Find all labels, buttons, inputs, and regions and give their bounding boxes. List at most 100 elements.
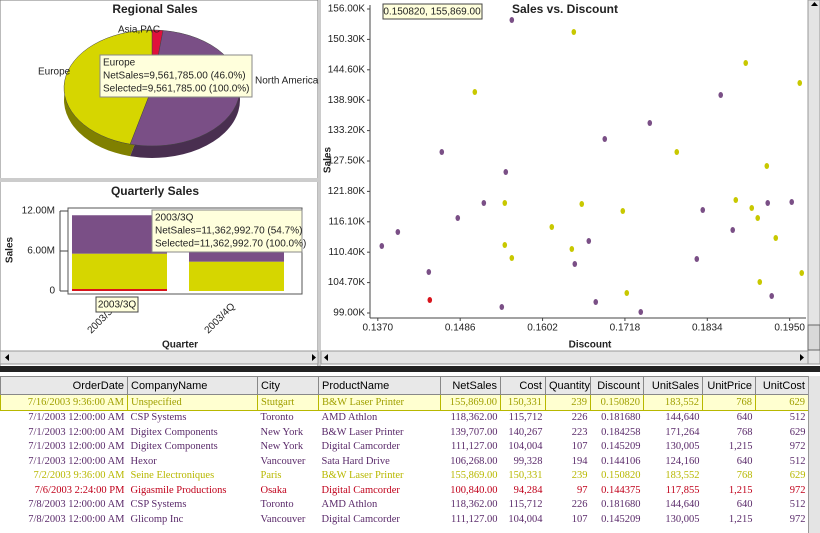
tooltip [382, 3, 483, 20]
x-tick-label: 0.1602 [527, 323, 558, 334]
scrollbar[interactable] [0, 350, 319, 365]
scatter-point [571, 28, 577, 35]
splitter [0, 178, 318, 182]
table-cell: 0.144106 [601, 455, 641, 467]
bar-segment [189, 261, 284, 291]
table-cell: 239 [571, 470, 588, 482]
table-cell: 155,869.00 [440, 394, 501, 411]
table-row[interactable]: 7/1/2003 12:00:00 AM Digitex Components Ne… [1, 425, 809, 440]
column-header[interactable]: Discount [590, 376, 644, 395]
scatter-point [647, 119, 653, 126]
scatter-point [379, 242, 385, 249]
table-cell: Toronto [260, 412, 294, 424]
table-cell: 144,640 [665, 412, 700, 424]
scatter-point [799, 269, 805, 276]
table-cell: 171,264 [665, 426, 700, 438]
table-cell: CSP Systems [130, 499, 187, 511]
bar-segment [72, 215, 167, 254]
scatter-point [499, 303, 505, 310]
column-header[interactable]: UnitSales [643, 376, 703, 395]
tooltip-text: Selected=11,362,992.70 (100.0%) [155, 239, 306, 250]
column-header[interactable]: UnitPrice [702, 376, 756, 395]
chart-title: Quarterly Sales [111, 184, 199, 198]
table-row[interactable]: 7/16/2003 9:36:00 AM Unspecified Stutgart B… [0, 394, 809, 411]
scatter-point [472, 88, 478, 95]
scatter-point [624, 289, 630, 296]
bar-segment [72, 253, 167, 289]
scatter-point [602, 135, 608, 142]
table-cell: 115,712 [508, 412, 543, 424]
table-cell: 1,215 [728, 484, 753, 496]
table-cell: 7/1/2003 12:00:00 AM [28, 441, 125, 453]
table-cell: New York [260, 441, 304, 453]
table-cell: Toronto [260, 499, 294, 511]
scatter-point [579, 200, 585, 207]
column-header[interactable]: NetSales [440, 376, 501, 395]
table-cell: 99,328 [513, 455, 543, 467]
x-axis-title: Discount [569, 340, 612, 351]
table-cell: 239 [545, 394, 591, 411]
table-row[interactable]: 7/1/2003 12:00:00 AM Digitex Components Ne… [1, 440, 809, 455]
y-tick-label: 144.60K [328, 64, 366, 75]
table-cell: 7/8/2003 12:00:00 AM [28, 513, 125, 525]
table-cell: 629 [789, 426, 806, 438]
table-cell: Digital Camcorder [321, 484, 400, 496]
table-cell: AMD Athlon [321, 499, 378, 511]
scroll-arrow[interactable] [3, 354, 9, 361]
chart-title: Regional Sales [112, 2, 198, 16]
charts: Regional Sales Asia,PAC North America Europ… [0, 0, 820, 372]
scrollbar[interactable] [807, 0, 820, 365]
table-cell: 0.145209 [601, 513, 641, 525]
table-cell: 7/16/2003 9:36:00 AM [0, 394, 128, 411]
scatter-point [797, 79, 803, 86]
scatter-point [749, 204, 755, 211]
scatter-point [586, 237, 592, 244]
splitter [0, 366, 820, 372]
table-cell: 183,552 [643, 394, 703, 411]
y-tick-label: 104.70K [328, 277, 366, 288]
y-tick-label: 156.00K [328, 4, 366, 15]
table-cell: 194 [571, 455, 588, 467]
table-cell: 144,640 [665, 499, 700, 511]
column-header[interactable]: UnitCost [755, 376, 809, 395]
column-header[interactable]: City [257, 376, 319, 395]
table-cell: 7/8/2003 12:00:00 AM [28, 499, 125, 511]
column-header[interactable]: Quantity [545, 376, 591, 395]
column-header[interactable]: Cost [500, 376, 546, 395]
highlight-label: 2003/3Q [98, 300, 137, 311]
table-cell: B&W Laser Printer [318, 394, 441, 411]
table-row[interactable]: 7/2/2003 9:36:00 AM Seine Electroniques Pa… [1, 469, 809, 484]
table-row[interactable]: 7/6/2003 2:24:00 PM Gigasmile Productions… [1, 483, 809, 498]
x-tick-label: 0.1718 [610, 323, 641, 334]
table-cell: 155,869.00 [450, 470, 498, 482]
table-row[interactable]: 7/8/2003 12:00:00 AM Glicomp Inc Vancouver… [1, 512, 809, 527]
scatter-point [426, 268, 432, 275]
x-tick-label: 0.1834 [692, 323, 723, 334]
tooltip [151, 209, 303, 253]
tooltip-text: 2003/3Q [155, 213, 194, 224]
y-tick-label: 99.00K [333, 308, 365, 319]
table-row[interactable]: 7/8/2003 12:00:00 AM CSP Systems Toronto AM… [1, 498, 809, 513]
table-cell: 512 [789, 455, 806, 467]
scroll-arrows[interactable] [312, 2, 818, 361]
scatter-point [502, 199, 508, 206]
table-scrollbar[interactable] [808, 376, 820, 533]
table-cell: 7/6/2003 2:24:00 PM [34, 484, 125, 496]
table-cell: 130,005 [665, 441, 700, 453]
table-cell: Gigasmile Productions [130, 484, 227, 496]
table-cell: 150,331 [508, 470, 543, 482]
table-cell: 7/1/2003 12:00:00 AM [28, 455, 125, 467]
scroll-thumb[interactable] [807, 324, 820, 351]
table-row[interactable]: 7/1/2003 12:00:00 AM CSP Systems Toronto AM… [1, 410, 809, 425]
column-header[interactable]: ProductName [318, 376, 441, 395]
table-cell: Digital Camcorder [321, 441, 400, 453]
column-header[interactable]: CompanyName [127, 376, 258, 395]
bar-segment [72, 289, 167, 291]
table-cell: 97 [577, 484, 588, 496]
table-cell: 94,284 [513, 484, 543, 496]
data-table: OrderDate CompanyName City ProductName NetSa… [0, 376, 809, 527]
scrollbar[interactable] [320, 350, 809, 365]
table-cell: 0.145209 [601, 441, 641, 453]
column-header[interactable]: OrderDate [0, 376, 128, 395]
table-row[interactable]: 7/1/2003 12:00:00 AM Hexor Vancouver Sata H… [1, 454, 809, 469]
